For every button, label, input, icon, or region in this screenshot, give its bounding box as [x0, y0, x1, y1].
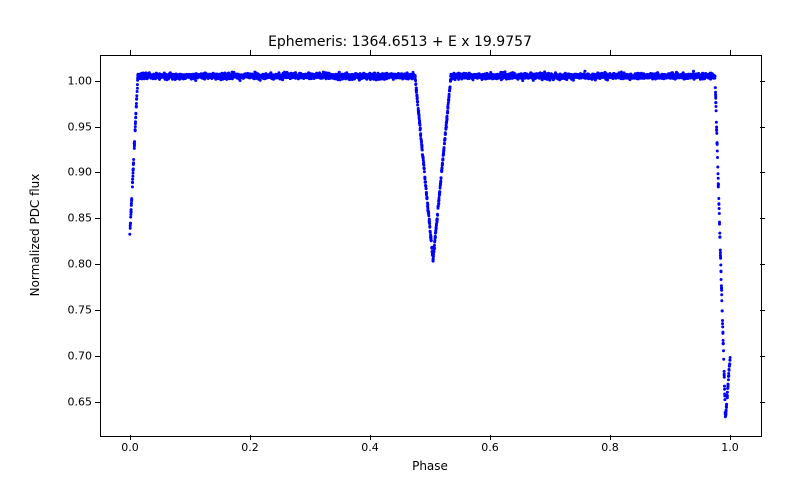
x-axis-label: Phase [100, 459, 760, 473]
y-tick-mark [760, 218, 765, 219]
x-tick-label: 0.4 [361, 441, 379, 454]
x-tick-label: 0.6 [481, 441, 499, 454]
y-tick-mark [760, 356, 765, 357]
x-tick-mark [130, 435, 131, 440]
y-tick-mark [95, 264, 100, 265]
data-layer [0, 0, 800, 500]
y-tick-mark [760, 402, 765, 403]
y-tick-label: 0.80 [68, 258, 93, 271]
x-tick-label: 0.8 [601, 441, 619, 454]
y-tick-label: 0.90 [68, 166, 93, 179]
y-tick-label: 1.00 [68, 74, 93, 87]
x-tick-mark [490, 50, 491, 55]
x-tick-mark [490, 435, 491, 440]
y-tick-label: 0.75 [68, 304, 93, 317]
y-tick-mark [95, 310, 100, 311]
x-tick-label: 0.2 [241, 441, 259, 454]
x-tick-mark [250, 50, 251, 55]
x-tick-mark [370, 435, 371, 440]
y-tick-mark [760, 81, 765, 82]
y-tick-label: 0.65 [68, 395, 93, 408]
y-tick-label: 0.85 [68, 212, 93, 225]
y-tick-mark [760, 172, 765, 173]
y-tick-mark [95, 356, 100, 357]
y-tick-mark [760, 264, 765, 265]
figure: Ephemeris: 1364.6513 + E x 19.9757 Phase… [0, 0, 800, 500]
x-tick-mark [370, 50, 371, 55]
y-tick-label: 0.70 [68, 350, 93, 363]
x-tick-mark [730, 435, 731, 440]
x-tick-mark [130, 50, 131, 55]
scatter-series [128, 70, 731, 418]
x-tick-mark [610, 50, 611, 55]
y-tick-label: 0.95 [68, 120, 93, 133]
y-tick-mark [95, 402, 100, 403]
x-tick-label: 0.0 [121, 441, 139, 454]
y-tick-mark [760, 127, 765, 128]
x-tick-mark [610, 435, 611, 440]
x-tick-label: 1.0 [721, 441, 739, 454]
y-tick-mark [95, 172, 100, 173]
y-tick-mark [760, 310, 765, 311]
y-axis-label: Normalized PDC flux [28, 165, 42, 305]
y-tick-mark [95, 81, 100, 82]
x-tick-mark [250, 435, 251, 440]
y-tick-mark [95, 127, 100, 128]
x-tick-mark [730, 50, 731, 55]
y-tick-mark [95, 218, 100, 219]
